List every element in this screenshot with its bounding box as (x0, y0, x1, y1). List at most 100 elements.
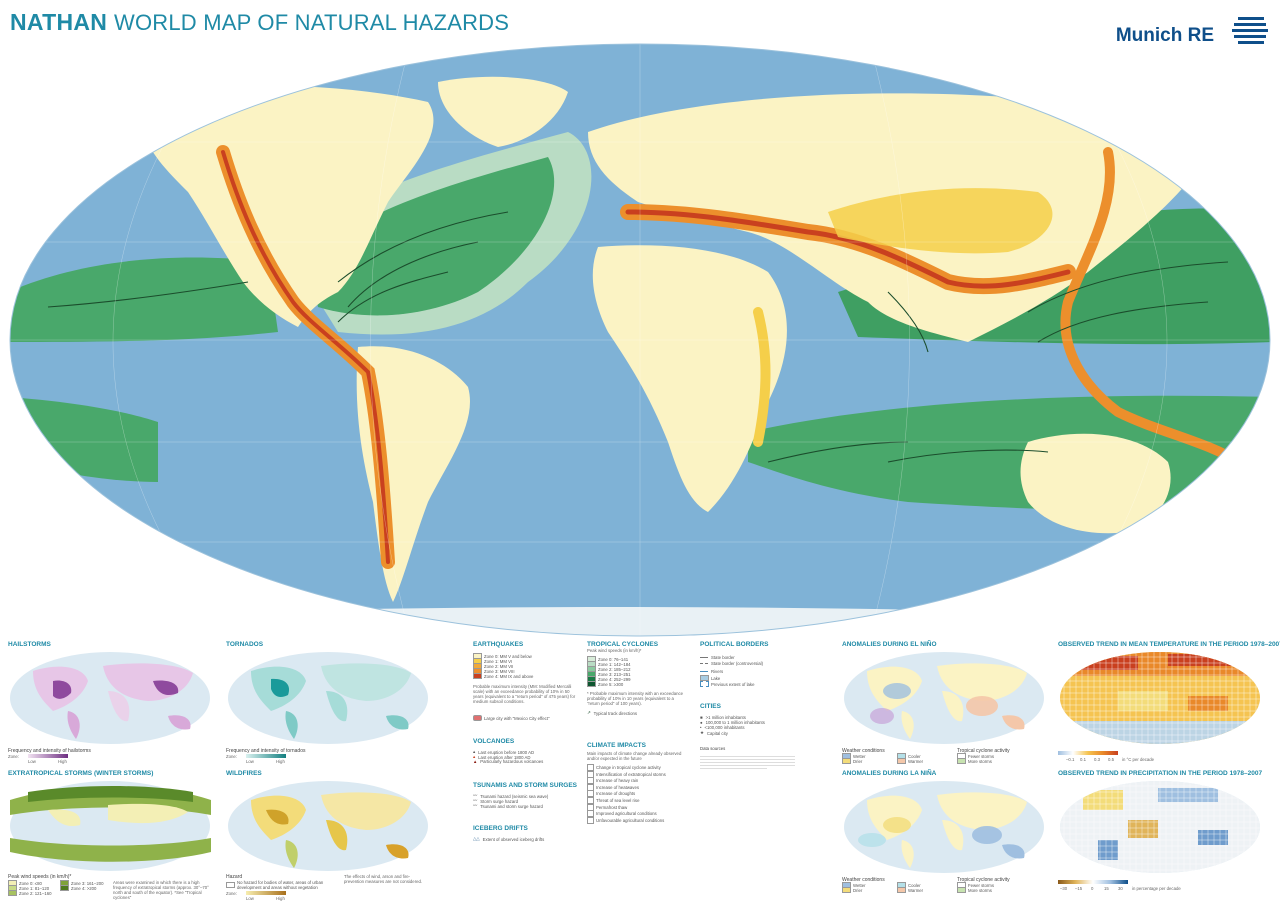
precip-unit: in percentage per decade (1132, 886, 1181, 891)
climate-impact-icon (587, 810, 594, 818)
volcano-item-0: ▴ Last eruption before 1800 AD (473, 749, 535, 755)
earthquake-zone-east-africa (753, 307, 771, 447)
precip-tick-3: 15 (1104, 886, 1109, 891)
land-australia (1020, 433, 1171, 534)
wildfires-note: The effects of wind, arson and fire-prev… (344, 874, 423, 884)
elnino-cyclone: Tropical cyclone activity (957, 748, 1010, 754)
lanina-warmer: Warmer (897, 887, 923, 893)
hailstorms-map[interactable] (8, 651, 213, 746)
earthquake-zone-americas-west-core (221, 150, 390, 564)
earthquake-zone-west-pacific (1060, 147, 1243, 467)
cyclone-zone-east-pacific (10, 257, 278, 342)
elnino-warmer: Warmer (897, 758, 923, 764)
panel-volcanoes: VOLCANOES ▴ Last eruption before 1800 AD … (473, 738, 581, 768)
wildfires-zone-label: Zone: (226, 891, 237, 896)
climate-impact-label: Increase of heavy rain (596, 778, 639, 784)
lanina-map[interactable] (842, 780, 1047, 875)
panel-icebergs: ICEBERG DRIFTS △△ Extent of observed iceb… (473, 825, 581, 845)
data-sources-title: Data sources (700, 746, 726, 751)
panel-temperature-trend: OBSERVED TREND IN MEAN TEMPERATURE IN TH… (1058, 641, 1280, 766)
temp-tick-0: –0.1 (1066, 757, 1075, 762)
precip-trend-title: OBSERVED TREND IN PRECIPITATION IN THE P… (1058, 770, 1263, 777)
wildfires-title: WILDFIRES (226, 770, 262, 777)
extratropical-map[interactable] (8, 780, 213, 872)
extratropical-title: EXTRATROPICAL STORMS (WINTER STORMS) (8, 770, 154, 777)
wildfires-high: High (276, 896, 285, 901)
brand-name: Munich RE (1115, 25, 1214, 46)
climate-impact-item: Unfavourable agricultural conditions (587, 816, 665, 824)
climate-impact-item: Increase of droughts (587, 790, 635, 798)
iceberg-item-0: △△ Extent of observed iceberg drifts (473, 836, 545, 842)
extratropical-zone-4: Zone 4: >200 (60, 885, 96, 891)
elnino-title: ANOMALIES DURING EL NIÑO (842, 641, 937, 648)
earthquake-zone-4: Zone 4: MM IX and above (473, 673, 533, 679)
panel-hailstorms: HAILSTORMS Frequency and intensity of ha… (8, 641, 213, 766)
extratropical-note: Areas were examined in which there is a … (113, 880, 209, 900)
hailstorms-ramp (28, 754, 68, 758)
map-title: NATHAN (10, 9, 108, 35)
temp-unit: in °C per decade (1122, 757, 1155, 762)
panel-climate-impacts: CLIMATE IMPACTS Main impacts of climate … (587, 742, 692, 842)
panel-extratropical-storms: EXTRATROPICAL STORMS (WINTER STORMS) Pea… (8, 770, 218, 900)
hailstorms-caption: Frequency and intensity of hailstorms (8, 748, 91, 754)
climate-impact-icon (587, 816, 594, 824)
tornados-title: TORNADOS (226, 641, 264, 648)
temperature-trend-map[interactable] (1058, 651, 1263, 746)
hailstorms-low: Low (28, 759, 36, 764)
climate-impact-item: Improved agricultural conditions (587, 810, 657, 818)
border-item-4: Previous extent of lake (700, 681, 754, 687)
climate-intro: Main impacts of climate change already o… (587, 751, 682, 761)
cities-title: CITIES (700, 703, 721, 710)
climate-impact-label: Permafrost thaw (596, 804, 628, 810)
climate-impact-item: Permafrost thaw (587, 803, 628, 811)
climate-impact-item: Threat of sea level rise (587, 797, 639, 804)
earthquake-zone-asia-interior (828, 188, 1053, 254)
political-title: POLITICAL BORDERS (700, 641, 769, 648)
elnino-map[interactable] (842, 651, 1047, 746)
climate-impact-label: Change in tropical cyclone activity (596, 765, 661, 770)
climate-title: CLIMATE IMPACTS (587, 742, 646, 749)
panel-earthquakes: EARTHQUAKES Zone 0: MM V and below Zone … (473, 641, 581, 736)
wildfires-map[interactable] (226, 780, 431, 872)
tornados-ramp (246, 754, 286, 758)
map-subtitle: WORLD MAP OF NATURAL HAZARDS (114, 10, 510, 35)
wildfires-ramp (246, 891, 286, 895)
wildfires-no-hazard: No hazard for bodies of water, areas of … (226, 880, 327, 890)
earthquakes-note: Probable maximum intensity (MM: Modified… (473, 684, 576, 704)
panel-precipitation-trend: OBSERVED TREND IN PRECIPITATION IN THE P… (1058, 770, 1273, 898)
border-item-1: State border (controversial) (700, 661, 763, 666)
data-sources-text (700, 754, 795, 771)
climate-impact-label: Threat of sea level rise (596, 798, 640, 803)
tornados-map[interactable] (226, 651, 431, 746)
tornados-high: High (276, 759, 285, 764)
hailstorms-zone-label: Zone: (8, 754, 19, 759)
cyclone-tracks (47, 211, 1269, 523)
precip-tick-0: –30 (1060, 886, 1068, 891)
tsunamis-title: TSUNAMIS AND STORM SURGES (473, 782, 578, 789)
hailstorms-title: HAILSTORMS (8, 641, 51, 648)
tsunami-item-2: 〰 Tsunami and storm surge hazard (473, 803, 543, 809)
extratropical-zone-2: Zone 2: 121–160 (8, 890, 52, 896)
precip-tick-2: 0 (1091, 886, 1094, 891)
panel-data-sources: Data sources (700, 746, 800, 836)
extratropical-caption: Peak wind speeds (in km/h)* (8, 874, 72, 880)
temp-trend-title: OBSERVED TREND IN MEAN TEMPERATURE IN TH… (1058, 641, 1280, 648)
lanina-drier: Drier (842, 887, 862, 893)
tropical-subtitle: Peak wind speeds (in km/h)* (587, 648, 642, 653)
temp-tick-1: 0.1 (1080, 757, 1086, 762)
precipitation-trend-map[interactable] (1058, 780, 1263, 875)
wildfires-caption: Hazard (226, 874, 243, 880)
graticule (10, 44, 1270, 636)
world-hazard-map[interactable] (8, 42, 1273, 638)
header: NATHAN WORLD MAP OF NATURAL HAZARDS Muni… (0, 0, 1280, 46)
border-item-3: Lake (700, 675, 720, 681)
lanina-weather: Weather conditions (842, 877, 885, 883)
tornados-zone-label: Zone: (226, 754, 237, 759)
climate-impact-item: Increase of heatwaves (587, 783, 639, 791)
land-africa (592, 245, 787, 512)
tornados-low: Low (246, 759, 254, 764)
lanina-title: ANOMALIES DURING LA NIÑA (842, 770, 937, 777)
climate-impact-label: Unfavourable agricultural conditions (596, 817, 665, 823)
earthquakes-title: EARTHQUAKES (473, 641, 524, 648)
city-item-0: ■ >1 million inhabitants (700, 715, 746, 720)
